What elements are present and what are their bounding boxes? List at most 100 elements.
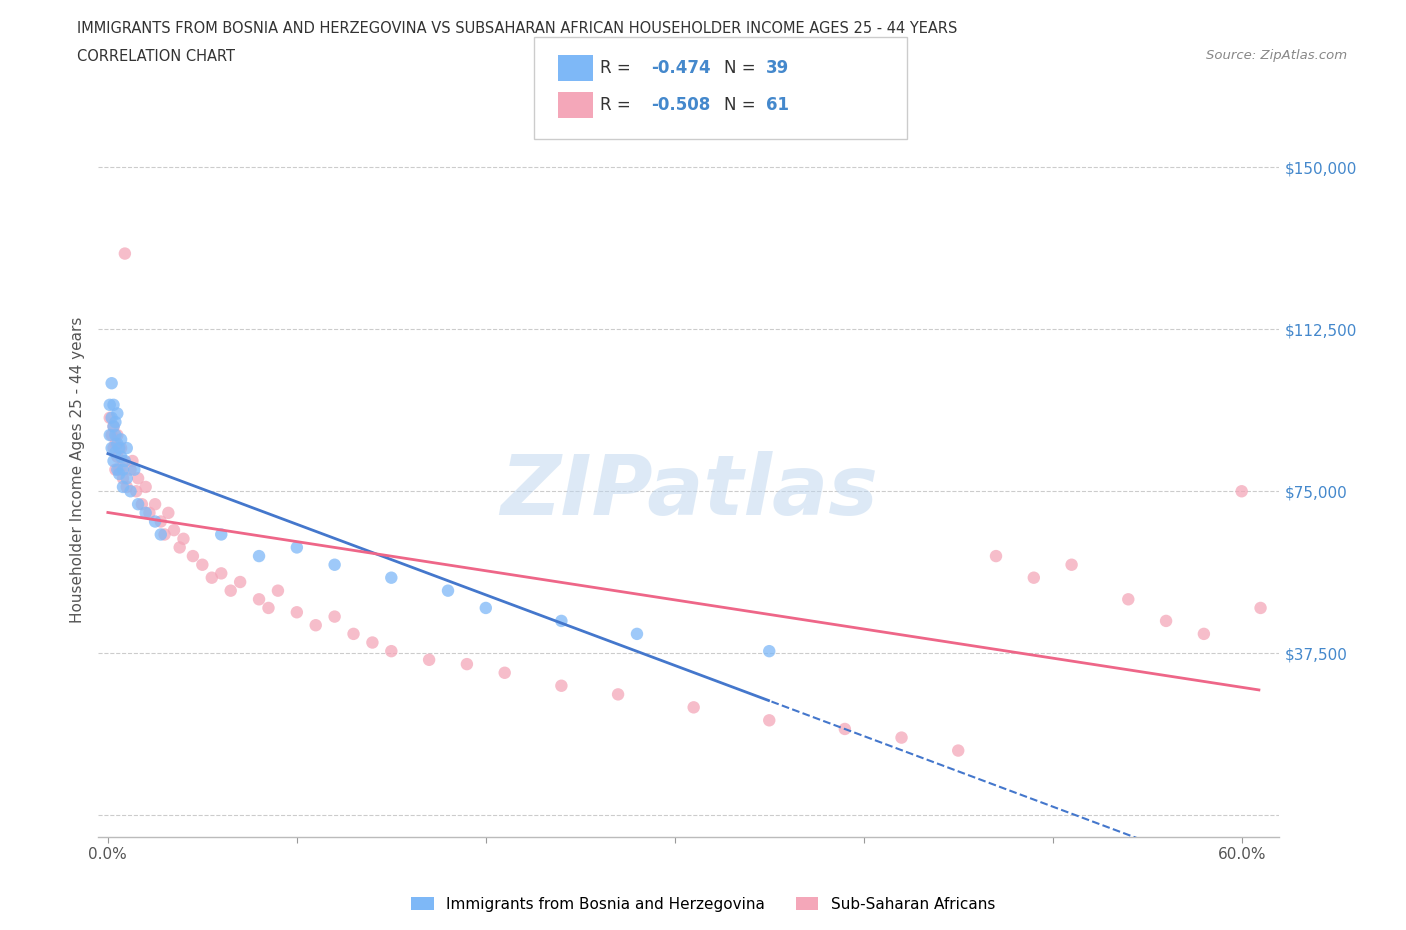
Point [157,505,180,520]
Point [163,523,186,538]
Point [143,514,166,529]
Point [380,644,402,658]
Point [131,497,153,512]
Point [456,657,478,671]
Point [111,462,134,477]
Point [285,604,308,619]
Point [247,591,270,606]
Point [103,419,125,434]
Point [361,635,384,650]
Point [1060,557,1083,572]
Point [1250,601,1272,616]
Point [143,497,166,512]
Point [104,428,127,443]
Point [948,743,970,758]
Point [111,454,134,469]
Point [111,471,134,485]
Point [149,527,172,542]
Point [1116,591,1139,606]
Point [550,678,572,693]
Point [153,527,176,542]
Point [104,415,127,430]
Point [110,432,132,446]
Point [121,454,143,469]
Point [98,410,121,425]
Point [607,687,630,702]
Point [494,665,516,680]
Point [209,566,232,581]
Point [191,557,214,572]
Point [127,497,149,512]
Point [1022,570,1045,585]
Point [120,462,142,477]
Point [257,601,280,616]
Point [323,609,346,624]
Point [550,614,572,629]
Point [100,441,122,456]
Point [125,484,148,498]
Point [201,570,224,585]
Point [285,540,308,555]
Point [105,436,128,451]
Point [115,441,138,456]
Point [105,462,128,477]
Point [127,471,149,485]
Point [267,583,290,598]
Text: 39: 39 [766,59,790,77]
Point [100,428,122,443]
Point [342,627,364,642]
Point [834,722,856,737]
Point [108,467,131,482]
Point [114,454,136,469]
Point [124,462,146,477]
Point [103,441,125,456]
Point [219,583,242,598]
Y-axis label: Householder Income Ages 25 - 44 years: Householder Income Ages 25 - 44 years [69,316,84,623]
Point [1154,614,1177,629]
Point [115,471,138,485]
Text: CORRELATION CHART: CORRELATION CHART [77,49,235,64]
Legend: Immigrants from Bosnia and Herzegovina, Sub-Saharan Africans: Immigrants from Bosnia and Herzegovina, … [405,890,1001,918]
Point [111,480,134,495]
Text: Source: ZipAtlas.com: Source: ZipAtlas.com [1206,49,1347,62]
Point [475,601,498,616]
Point [758,644,780,658]
Point [135,480,157,495]
Point [108,462,131,477]
Text: IMMIGRANTS FROM BOSNIA AND HERZEGOVINA VS SUBSAHARAN AFRICAN HOUSEHOLDER INCOME : IMMIGRANTS FROM BOSNIA AND HERZEGOVINA V… [77,21,957,36]
Point [149,514,172,529]
Point [98,397,121,412]
Point [115,480,138,495]
Point [103,454,125,469]
Point [758,713,780,728]
Point [103,419,125,434]
Point [437,583,460,598]
Point [104,462,127,477]
Text: -0.474: -0.474 [651,59,710,77]
Text: R =: R = [600,59,637,77]
Point [172,531,194,546]
Point [105,428,128,443]
Point [100,376,122,391]
Point [984,549,1007,564]
Point [100,410,122,425]
Point [138,505,160,520]
Point [1192,627,1215,642]
Point [104,445,127,459]
Point [380,570,402,585]
Point [110,449,132,464]
Point [120,484,142,498]
Text: 61: 61 [766,96,789,114]
Point [110,441,132,456]
Point [135,505,157,520]
Point [323,557,346,572]
Point [169,540,191,555]
Point [229,575,252,590]
Text: ZIPatlas: ZIPatlas [501,451,877,532]
Point [209,527,232,542]
Point [105,449,128,464]
Point [890,730,912,745]
Text: -0.508: -0.508 [651,96,710,114]
Point [98,428,121,443]
Point [305,618,328,632]
